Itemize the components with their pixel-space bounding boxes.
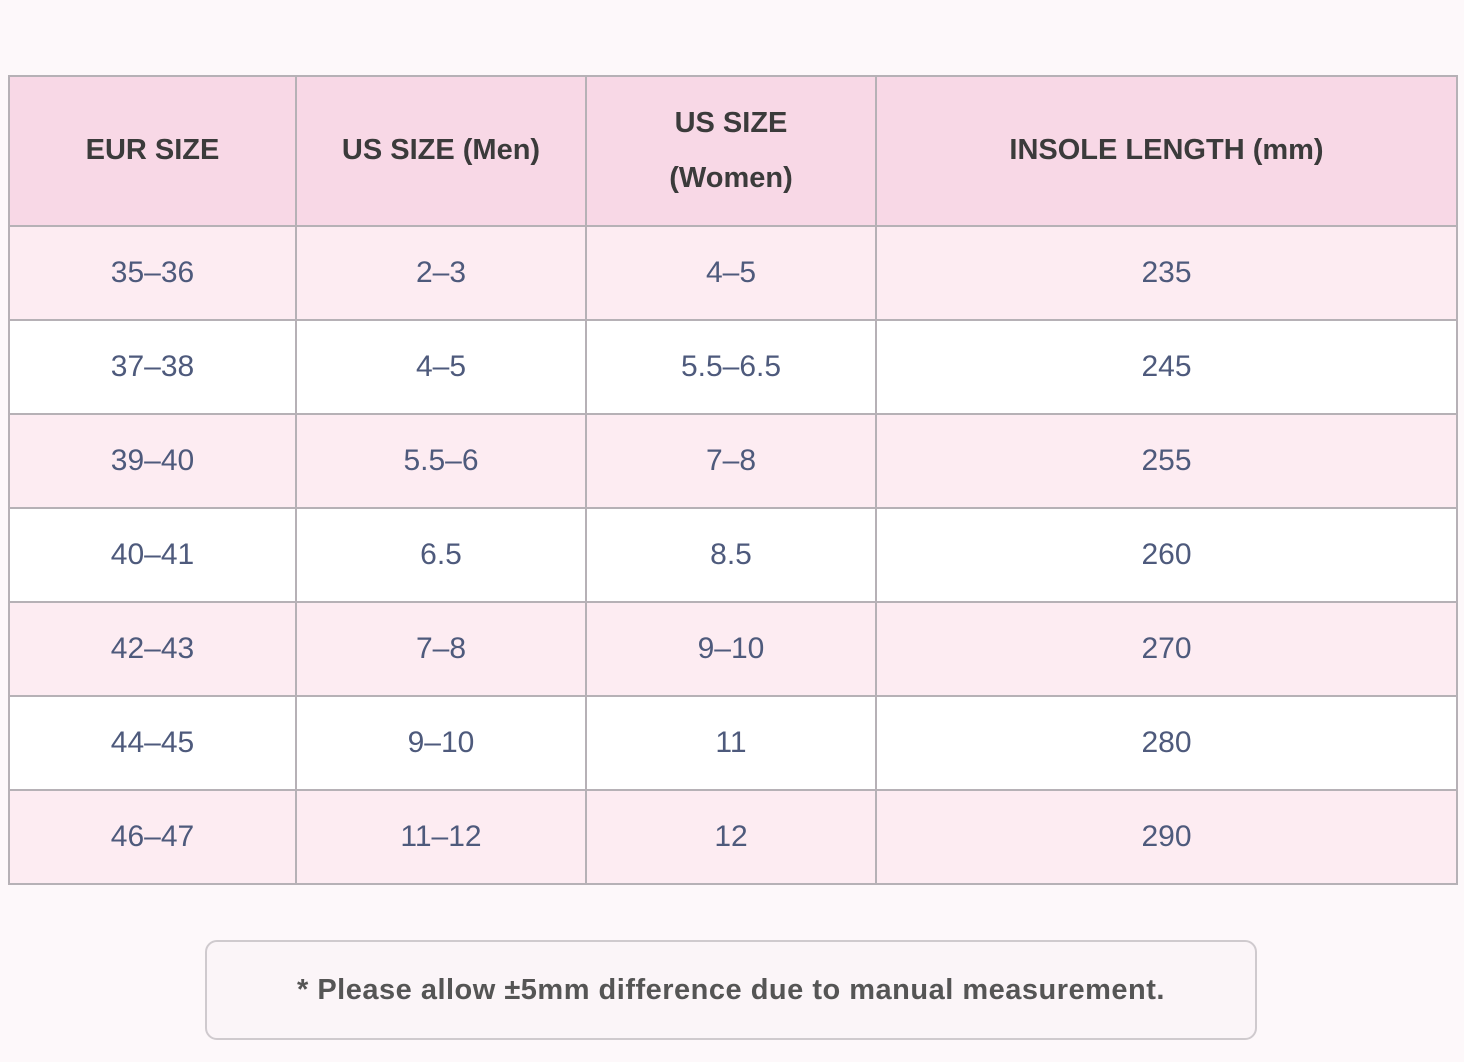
cell-insole-length: 260 [875,507,1458,603]
cell-us-size-women: 12 [585,789,877,885]
measurement-note-text: * Please allow ±5mm difference due to ma… [297,973,1165,1006]
header-us-size-women-label: US SIZE (Women) [669,106,793,194]
cell-insole-length: 245 [875,319,1458,415]
cell-eur-size: 35–36 [8,225,297,321]
cell-eur-size: 42–43 [8,601,297,697]
cell-us-size-men: 7–8 [295,601,587,697]
cell-eur-size: 44–45 [8,695,297,791]
header-row: EUR SIZE US SIZE (Men) US SIZE (Women) I… [8,75,1458,227]
table-row: 35–36 2–3 4–5 235 [8,225,1458,321]
cell-us-size-men: 6.5 [295,507,587,603]
cell-us-size-women: 7–8 [585,413,877,509]
table-row: 40–41 6.5 8.5 260 [8,507,1458,603]
cell-eur-size: 37–38 [8,319,297,415]
table-row: 39–40 5.5–6 7–8 255 [8,413,1458,509]
cell-eur-size: 39–40 [8,413,297,509]
measurement-note-box: * Please allow ±5mm difference due to ma… [205,940,1257,1040]
cell-insole-length: 255 [875,413,1458,509]
cell-us-size-men: 4–5 [295,319,587,415]
header-us-size-women: US SIZE (Women) [585,75,877,227]
cell-us-size-men: 2–3 [295,225,587,321]
cell-insole-length: 235 [875,225,1458,321]
cell-insole-length: 280 [875,695,1458,791]
cell-us-size-women: 5.5–6.5 [585,319,877,415]
table-row: 44–45 9–10 11 280 [8,695,1458,791]
cell-us-size-women: 8.5 [585,507,877,603]
table-row: 42–43 7–8 9–10 270 [8,601,1458,697]
cell-us-size-women: 11 [585,695,877,791]
cell-us-size-women: 9–10 [585,601,877,697]
cell-eur-size: 40–41 [8,507,297,603]
header-insole-length: INSOLE LENGTH (mm) [875,75,1458,227]
cell-us-size-men: 9–10 [295,695,587,791]
table-row: 46–47 11–12 12 290 [8,789,1458,885]
size-chart-table: EUR SIZE US SIZE (Men) US SIZE (Women) I… [8,75,1458,885]
cell-us-size-men: 5.5–6 [295,413,587,509]
cell-insole-length: 270 [875,601,1458,697]
table-row: 37–38 4–5 5.5–6.5 245 [8,319,1458,415]
cell-eur-size: 46–47 [8,789,297,885]
header-eur-size: EUR SIZE [8,75,297,227]
header-us-size-men: US SIZE (Men) [295,75,587,227]
cell-insole-length: 290 [875,789,1458,885]
cell-us-size-men: 11–12 [295,789,587,885]
cell-us-size-women: 4–5 [585,225,877,321]
